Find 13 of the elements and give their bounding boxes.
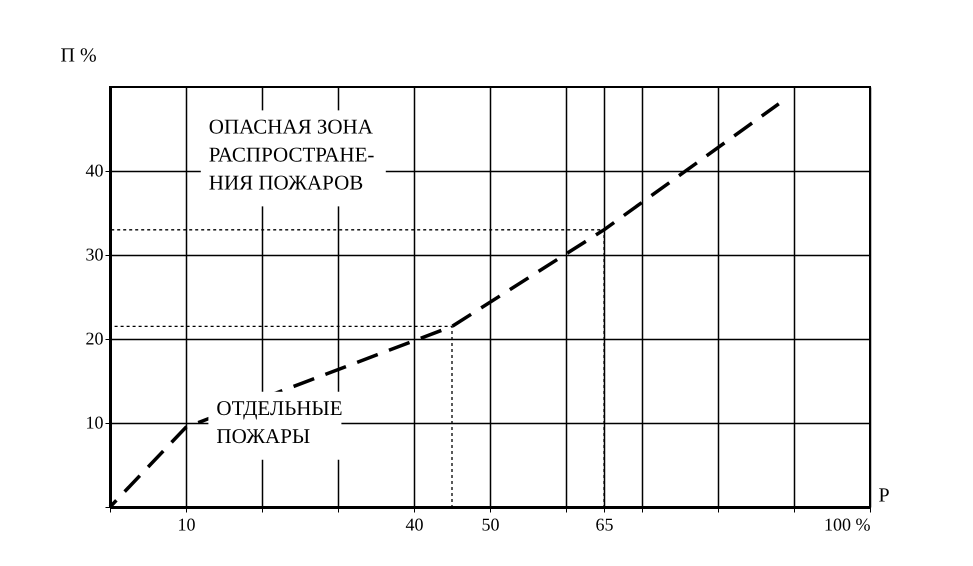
x-tick-label: 10: [178, 514, 196, 534]
x-tick-label: 65: [596, 514, 614, 534]
y-tick-label: 30: [86, 244, 104, 264]
x-axis-title: P: [878, 484, 890, 506]
y-axis-title: П %: [60, 44, 97, 66]
annotation: ОТДЕЛЬНЫЕ ПОЖАРЫ: [216, 396, 343, 448]
x-tick-label: 50: [482, 514, 500, 534]
x-tick-label: 40: [406, 514, 424, 534]
y-tick-label: 40: [86, 160, 104, 180]
annotation: ОПАСНАЯ ЗОНА РАСПРОСТРАНЕ- НИЯ ПОЖАРОВ: [208, 114, 374, 194]
y-tick-label: 20: [86, 328, 104, 348]
y-tick-label: 10: [86, 412, 104, 432]
x-tick-label: 100 %: [824, 514, 870, 534]
